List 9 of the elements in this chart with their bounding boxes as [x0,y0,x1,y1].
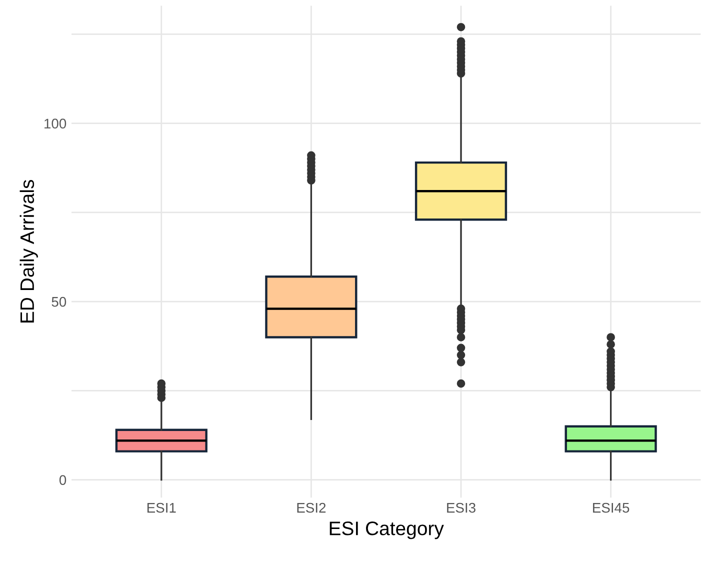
y-axis-title: ED Daily Arrivals [20,180,38,322]
y-tick-label: 100 [44,118,66,129]
x-tick-label: ESI45 [593,502,630,513]
y-tick-label: 0 [59,475,66,485]
x-axis-title: ESI Category [330,522,444,540]
x-tick-label: ESI2 [297,502,326,513]
x-tick-label: ESI3 [447,502,476,513]
y-tick-label: 50 [52,296,66,307]
x-tick-label: ESI1 [147,502,176,513]
